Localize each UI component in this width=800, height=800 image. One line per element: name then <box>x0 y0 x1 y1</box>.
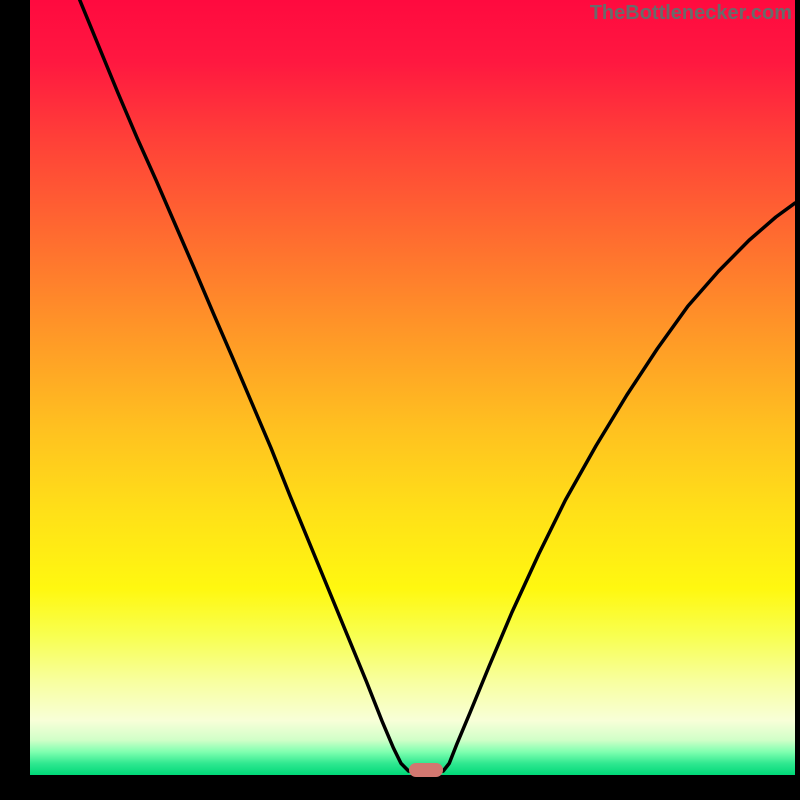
watermark-text: TheBottlenecker.com <box>590 2 792 25</box>
chart-container: TheBottlenecker.com <box>0 0 800 800</box>
plot-area <box>30 0 795 775</box>
bottleneck-curve <box>80 0 795 771</box>
curve-layer <box>30 0 795 775</box>
optimal-marker <box>409 763 443 777</box>
